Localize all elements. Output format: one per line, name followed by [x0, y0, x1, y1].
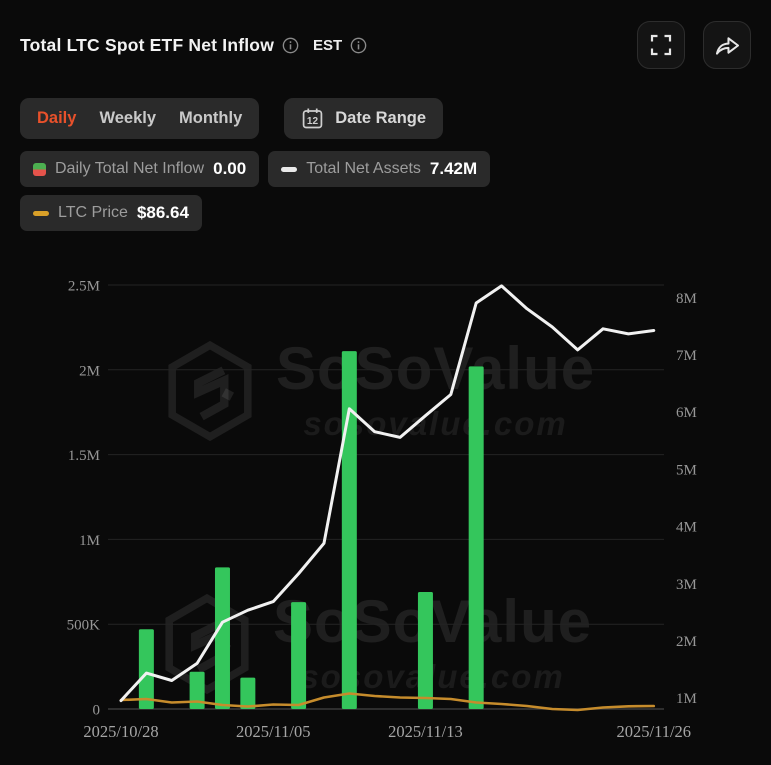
header: Total LTC Spot ETF Net Inflow EST	[20, 21, 751, 69]
legend-value: $86.64	[136, 203, 189, 222]
net-assets-legend-icon	[281, 166, 298, 172]
share-button[interactable]	[703, 21, 751, 69]
page-title: Total LTC Spot ETF Net Inflow	[20, 34, 275, 55]
legend-row-2: LTC Price $86.64	[20, 195, 202, 231]
legend-label: Total Net Assets	[306, 160, 421, 177]
inflow-bar[interactable]	[417, 591, 433, 709]
fullscreen-button[interactable]	[637, 21, 685, 69]
calendar-icon: 12	[301, 107, 324, 130]
inflow-bar[interactable]	[138, 629, 154, 709]
title-info-icon[interactable]	[282, 37, 299, 54]
right-axis-tick: 1M	[676, 691, 697, 707]
left-axis-tick: 1M	[79, 533, 100, 549]
legend-value: 0.00	[213, 159, 247, 178]
timezone-label: EST	[313, 36, 343, 54]
ltc-price-legend-icon	[33, 210, 49, 216]
left-axis-tick: 0	[93, 703, 101, 719]
tab-weekly[interactable]: Weekly	[99, 109, 157, 127]
tab-daily[interactable]: Daily	[37, 109, 77, 127]
inflow-bar[interactable]	[291, 602, 307, 709]
share-icon	[714, 34, 741, 57]
legend-item-daily-net-inflow[interactable]: Daily Total Net Inflow 0.00	[20, 151, 260, 187]
right-axis-tick: 4M	[676, 520, 697, 536]
inflow-legend-icon	[33, 162, 46, 176]
legend-label: Daily Total Net Inflow	[55, 160, 205, 177]
left-axis-tick: 500K	[67, 618, 101, 634]
right-axis-tick: 3M	[676, 577, 697, 593]
ltc-price-line[interactable]	[119, 692, 656, 712]
legend-row-1: Daily Total Net Inflow 0.00 Total Net As…	[20, 151, 491, 187]
date-range-button[interactable]: 12 Date Range	[284, 98, 444, 139]
inflow-bar[interactable]	[189, 671, 205, 709]
left-axis-tick: 2M	[79, 363, 100, 379]
left-axis-tick: 2.5M	[68, 279, 100, 295]
legend-label: LTC Price	[58, 204, 128, 221]
inflow-bar[interactable]	[468, 366, 484, 709]
x-axis-tick: 2025/11/26	[616, 722, 691, 741]
right-axis-tick: 6M	[676, 405, 697, 421]
left-axis-tick: 1.5M	[68, 448, 100, 464]
inflow-bar[interactable]	[341, 351, 357, 709]
net-assets-line[interactable]	[119, 284, 656, 703]
legend-value: 7.42M	[429, 159, 478, 178]
right-axis-tick: 2M	[676, 634, 697, 650]
controls-row: Daily Weekly Monthly 12 Date Range	[20, 98, 444, 139]
right-axis-tick: 7M	[676, 348, 697, 364]
tab-monthly[interactable]: Monthly	[179, 109, 243, 127]
header-actions	[637, 21, 751, 69]
right-axis-tick: 5M	[676, 462, 697, 478]
interval-tabs: Daily Weekly Monthly	[20, 98, 260, 139]
x-axis-tick: 2025/10/28	[83, 722, 158, 741]
inflow-bar[interactable]	[214, 567, 230, 709]
timezone-info-icon[interactable]	[350, 37, 367, 54]
date-range-label: Date Range	[335, 109, 427, 127]
legend-item-total-net-assets[interactable]: Total Net Assets 7.42M	[268, 151, 491, 187]
fullscreen-icon	[650, 34, 672, 56]
calendar-icon-day: 12	[307, 116, 319, 127]
chart-canvas[interactable]: SoSoValue sosovalue.com SoSoValue sosova…	[0, 240, 771, 765]
legend-item-ltc-price[interactable]: LTC Price $86.64	[20, 195, 202, 231]
x-axis-tick: 2025/11/13	[388, 722, 463, 741]
right-axis-tick: 8M	[676, 291, 697, 307]
x-axis-tick: 2025/11/05	[236, 722, 311, 741]
inflow-bar[interactable]	[240, 677, 256, 709]
